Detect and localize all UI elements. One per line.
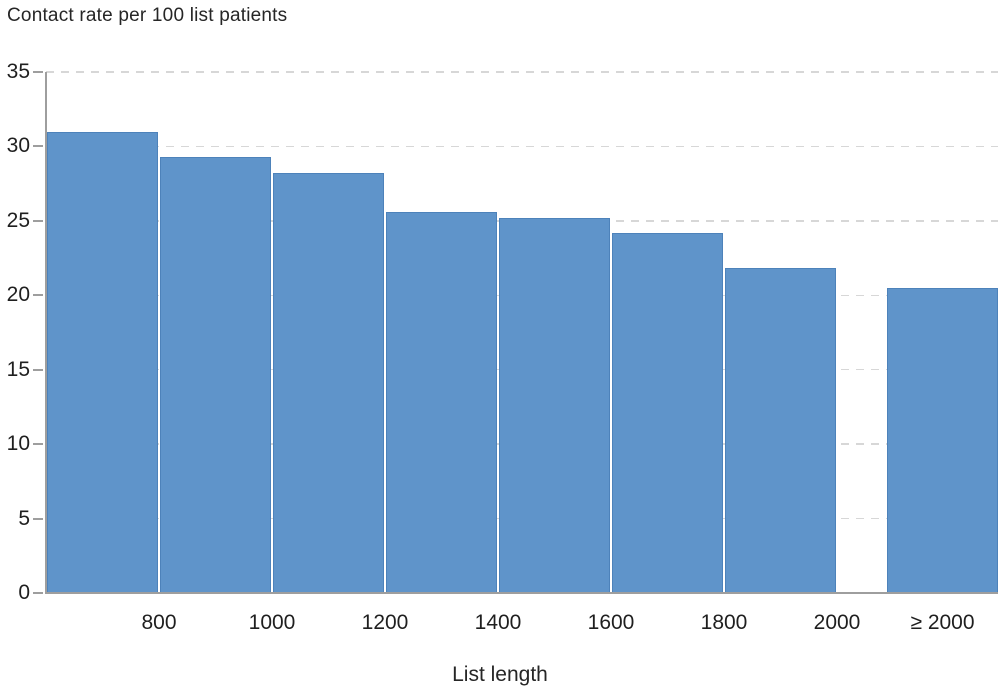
bar-6 [724, 268, 836, 593]
y-tick-mark-0 [33, 592, 43, 594]
x-tick-label-1800: 1800 [700, 611, 748, 634]
gridline-y-35 [46, 71, 998, 73]
y-tick-mark-35 [33, 71, 43, 73]
y-tick-label-25: 25 [6, 208, 30, 232]
x-axis-title: List length [452, 663, 548, 686]
x-tick-label-1400: 1400 [474, 611, 522, 634]
x-tick-label-ge-2000: ≥ 2000 [910, 611, 975, 634]
y-tick-label-10: 10 [6, 432, 30, 456]
y-tick-label-0: 0 [18, 581, 30, 604]
y-tick-label-20: 20 [6, 283, 30, 307]
x-tick-label-1200: 1200 [361, 611, 409, 634]
y-tick-label-15: 15 [6, 357, 30, 381]
bar-7 [887, 287, 998, 593]
x-axis-line [45, 592, 998, 594]
y-tick-mark-25 [33, 219, 43, 222]
x-tick-label-800: 800 [141, 611, 177, 634]
y-tick-mark-10 [33, 443, 43, 446]
bar-5 [611, 232, 723, 593]
y-tick-mark-5 [33, 517, 43, 520]
y-tick-label-35: 35 [6, 60, 30, 83]
y-tick-label-30: 30 [6, 134, 30, 158]
bar-1 [159, 156, 271, 593]
y-axis-line [45, 72, 47, 593]
gridline-y-30 [46, 145, 998, 148]
bar-3 [385, 211, 497, 593]
x-tick-label-1000: 1000 [248, 611, 296, 634]
bar-4 [498, 217, 610, 593]
y-tick-label-5: 5 [18, 506, 30, 530]
y-tick-mark-20 [33, 294, 43, 297]
bar-2 [272, 173, 384, 593]
x-tick-label-1600: 1600 [587, 611, 635, 634]
y-tick-mark-30 [33, 145, 43, 148]
bar-0 [46, 131, 158, 593]
chart-title: Contact rate per 100 list patients [7, 5, 288, 26]
y-tick-mark-15 [33, 368, 43, 371]
x-tick-label-2000: 2000 [813, 611, 861, 634]
